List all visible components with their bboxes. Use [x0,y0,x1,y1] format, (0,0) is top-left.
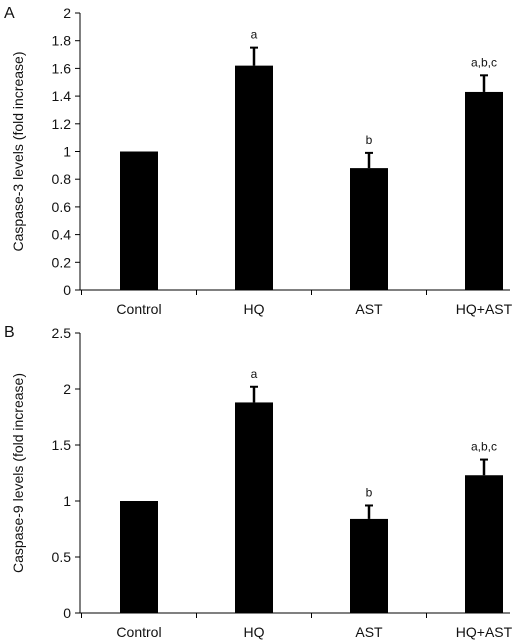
bar-b-control [120,501,158,613]
y-tick-label-b: 1 [63,493,71,509]
bar-a-hq [235,65,273,290]
significance-label-a: a [251,28,258,42]
y-tick-label-a: 1.2 [52,116,72,132]
bar-a-ast [350,168,388,290]
y-tick-label-b: 2.5 [52,325,72,341]
y-tick-label-a: 0.4 [52,227,72,243]
y-tick-label-a: 1.4 [52,88,72,104]
x-category-label-b: HQ+AST [456,624,513,640]
y-tick-label-a: 1.8 [52,33,72,49]
significance-label-b: a [251,367,258,381]
y-tick-label-a: 0.2 [52,254,72,270]
x-category-label-a: Control [116,301,161,317]
y-tick-label-a: 0.6 [52,199,72,215]
significance-label-a: a,b,c [471,55,497,69]
y-axis-title-a: Caspase-3 levels (fold increase) [10,52,26,252]
panel-label-a: A [4,5,15,22]
x-category-label-b: Control [116,624,161,640]
y-tick-label-a: 0 [63,282,71,298]
significance-label-a: b [366,133,373,147]
bar-b-hq [235,402,273,613]
bar-b-hq-ast [465,475,503,613]
y-tick-label-b: 1.5 [52,437,72,453]
bar-b-ast [350,518,388,613]
y-tick-label-b: 0 [63,605,71,621]
y-tick-label-a: 2 [63,5,71,21]
bar-a-control [120,151,158,290]
y-tick-label-a: 1 [63,144,71,160]
significance-label-b: b [366,485,373,499]
y-axis-title-b: Caspase-9 levels (fold increase) [10,373,26,573]
y-tick-label-b: 2 [63,381,71,397]
significance-label-b: a,b,c [471,440,497,454]
x-category-label-a: HQ [244,301,265,317]
y-tick-label-a: 0.8 [52,171,72,187]
x-category-label-b: HQ [244,624,265,640]
bar-a-hq-ast [465,91,503,290]
y-tick-label-b: 0.5 [52,549,72,565]
panel-label-b: B [4,324,15,341]
y-tick-label-a: 1.6 [52,60,72,76]
x-category-label-b: AST [355,624,383,640]
x-category-label-a: AST [355,301,383,317]
x-category-label-a: HQ+AST [456,301,513,317]
